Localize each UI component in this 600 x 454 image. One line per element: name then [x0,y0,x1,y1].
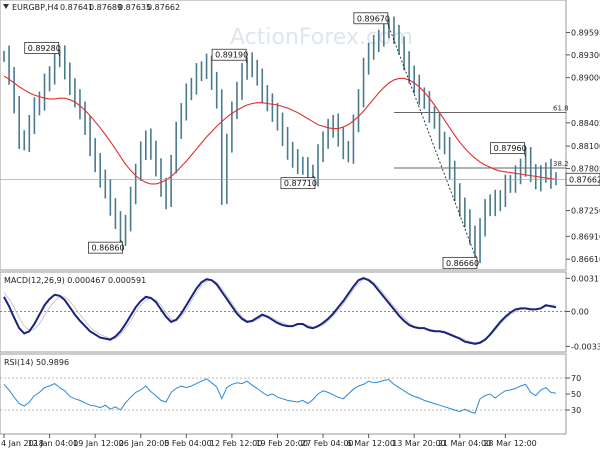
callout-box [442,256,478,269]
macd-tick-label: -0.003344 [571,342,600,351]
time-tick-label: 19 Jan 12:00 [73,439,124,448]
rsi-line-path [3,378,557,414]
time-tick-label: 21 Mar 04:00 [438,439,491,448]
symbol-label: EURGBP,H4 [12,3,59,12]
rsi-panel-frame [0,353,567,435]
callout-label: 0.86660 [446,259,479,268]
rsi-tick-label: 70 [571,374,581,383]
macd-axis: 0.003177 0.00 -0.003344 [566,274,600,351]
price-tick-label: 0.89595 [571,28,600,37]
ohlc-high: 0.87689 [89,3,122,12]
ohlc-low: 0.87635 [118,3,151,12]
macd-label: MACD(12,26,9) 0.000467 0.000591 [4,276,146,285]
callout-box [24,42,60,54]
callout-box [211,48,247,61]
callout-label: 0.87710 [284,179,317,188]
current-price: 0.87662 [0,172,600,186]
macd-panel-frame [0,271,567,353]
macd-signal-line [3,278,556,344]
time-tick-label: 13 Mar 20:00 [392,439,445,448]
ohlc-open: 0.87641 [60,3,93,12]
callout-leader [387,23,390,27]
time-tick-label: 12 Jan 04:00 [28,439,79,448]
rsi-panel: 70 50 30 RSI(14) 50.9896 [0,353,581,435]
callout-box [353,12,389,25]
callout-box [490,142,526,155]
time-tick-label: 4 Jan 2018 [1,439,44,448]
price-callouts: 0.89280 0.86860 0.89190 0.87710 0.89670 0.879… [24,12,527,269]
moving-average-series [3,75,557,185]
rsi-axis: 70 50 30 [566,374,581,415]
current-price-box [565,172,600,186]
price-tick-label: 0.88405 [571,119,600,128]
callout-label: 0.86860 [91,244,124,253]
time-tick-label: 12 Feb 12:00 [210,439,262,448]
trendline-segment [388,26,476,256]
macd-panel: 0.003177 0.00 -0.003344 MACD(12,26,9) 0.00… [0,271,600,353]
fibonacci-label: 38.2 [553,160,569,168]
rsi-tick-label: 30 [571,406,581,415]
ohlc-close: 0.87662 [147,3,180,12]
symbol-header: EURGBP,H4 0.87641 0.87689 0.87635 0.8766… [3,3,180,12]
watermark: ActionForex.com [230,25,413,50]
price-tick-label: 0.87805 [571,164,600,173]
time-tick-label: 5 Feb 04:00 [164,439,211,448]
price-panel: ActionForex.com 61.838.2 0.895950.893000… [0,0,600,271]
dropdown-triangle-icon [3,4,9,9]
callout-label: 0.89190 [215,51,248,60]
macd-tick-label: 0.00 [571,307,589,316]
trendline [388,26,476,256]
rsi-tick-label: 50 [571,390,581,399]
time-tick-label: 28 Mar 12:00 [483,439,536,448]
macd-series [3,277,557,345]
callout-label: 0.89280 [28,44,61,53]
callout-label: 0.89670 [357,14,390,23]
callout-leader [524,153,526,157]
time-tick-label: 6 Mar 12:00 [347,439,395,448]
fibonacci-label: 61.8 [553,105,569,113]
callout-leader [58,53,61,57]
rsi-label: RSI(14) 50.9896 [4,358,69,367]
callout-box [88,241,123,254]
time-tick-label: 19 Feb 20:00 [255,439,307,448]
current-price-label: 0.87662 [569,175,600,184]
rsi-series [3,378,557,414]
fibonacci-lines: 61.8 38.2 [394,105,569,169]
moving-average-line [3,75,557,185]
time-tick-label: 27 Feb 04:00 [301,439,353,448]
macd-tick-label: 0.003177 [571,274,600,283]
callout-box [280,177,316,190]
callout-leader [245,60,248,64]
macd-signal-series [3,278,556,344]
macd-line [3,277,557,345]
time-tick-label: 26 Jan 20:00 [119,439,170,448]
callout-label: 0.87960 [494,144,527,153]
